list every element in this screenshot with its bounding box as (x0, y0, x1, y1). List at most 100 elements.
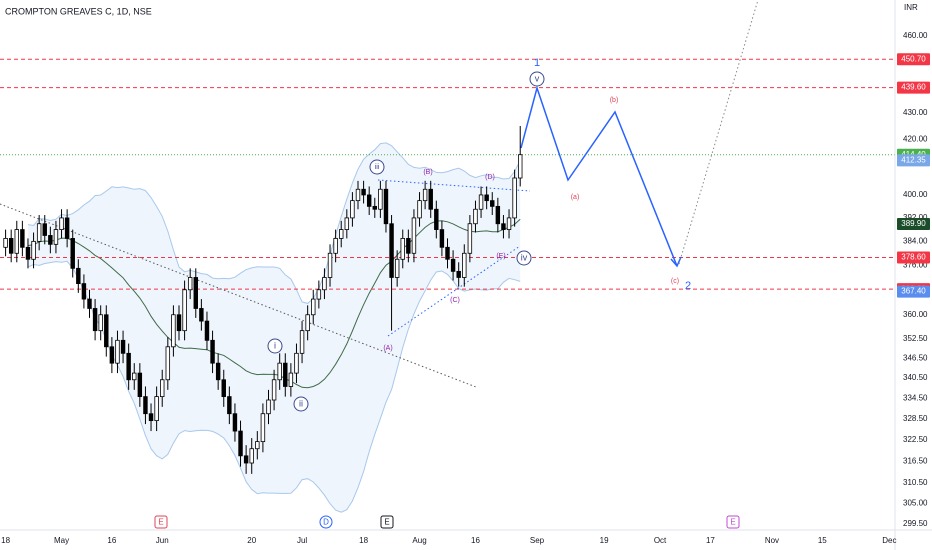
candle-body (344, 217, 350, 230)
x-tick-label: Aug (412, 536, 426, 545)
wave-label: (c) (671, 278, 679, 285)
candle-body (411, 217, 417, 254)
candle-body (271, 379, 277, 401)
y-tick-label: 360.00 (903, 310, 928, 319)
candle-body (115, 339, 120, 364)
candle-body (25, 246, 31, 260)
candle-body (210, 339, 215, 364)
candle-body (294, 352, 299, 374)
candle-body (467, 223, 473, 254)
price-label-bg (897, 53, 930, 66)
candle-body (36, 223, 42, 242)
candle-body (64, 217, 70, 239)
candle-body (182, 289, 187, 332)
candle-body (366, 194, 372, 207)
wave-label: ii (299, 398, 303, 408)
event-label: E (730, 518, 735, 527)
candle-body (92, 308, 98, 332)
candle-body (53, 229, 59, 245)
candle-body (506, 217, 512, 230)
triangle-upper (377, 179, 531, 192)
candle-body (389, 223, 394, 278)
candle-body (171, 314, 176, 348)
event-label: E (158, 518, 163, 527)
price-label-bg (897, 218, 930, 231)
candle-body (160, 379, 165, 398)
candle-body (120, 339, 126, 354)
event-icon (380, 515, 394, 529)
wave-label: (b) (610, 97, 619, 104)
candle-body (333, 238, 338, 254)
y-tick-label: 299.50 (903, 519, 928, 528)
bollinger-upper (27, 142, 521, 304)
y-tick-label: 376.00 (903, 260, 928, 269)
y-tick-label: 430.00 (903, 108, 928, 117)
candle-body (154, 396, 159, 422)
candle-body (238, 430, 243, 457)
wave-label: i (274, 340, 276, 350)
wave-label: iii (375, 164, 380, 171)
wave-label: (A) (383, 345, 392, 352)
wave-label: (D) (485, 174, 495, 181)
x-tick-label: 19 (600, 536, 609, 545)
x-tick-label: May (54, 536, 69, 545)
wave-label: v (535, 73, 540, 83)
y-tick-label: 384.00 (903, 236, 928, 245)
event-label: D (323, 518, 329, 527)
x-tick-label: 17 (706, 536, 715, 545)
candle-body (76, 267, 81, 285)
candle-body (361, 188, 366, 196)
candle-body (232, 413, 238, 432)
y-tick-label: 310.50 (903, 478, 928, 487)
candle-body (378, 188, 383, 210)
candle-body (176, 314, 182, 332)
y-tick-label: 346.50 (903, 353, 928, 362)
candle-body (98, 314, 103, 332)
candle-body (299, 330, 305, 354)
candle-body (406, 238, 411, 254)
candle-body (311, 298, 316, 316)
candle-body (260, 413, 266, 443)
candle-body (20, 229, 25, 248)
candle-body (109, 346, 115, 364)
candle-body (288, 372, 294, 387)
wave-circle (369, 159, 385, 175)
x-tick-label: 16 (471, 536, 480, 545)
candle-body (484, 194, 489, 202)
wave-circle (516, 250, 532, 266)
candle-body (87, 298, 92, 309)
wave-label: (E) (496, 253, 505, 260)
candle-body (339, 229, 344, 239)
candle-body (81, 283, 87, 300)
candle-body (3, 238, 8, 248)
y-tick-label: 328.50 (903, 414, 928, 423)
candle-body (490, 200, 495, 207)
candle-body (266, 399, 271, 415)
candle-body (143, 396, 148, 415)
candle-body (316, 289, 322, 300)
event-icon (154, 515, 168, 529)
candle-body (42, 223, 47, 236)
x-tick-label: Jul (297, 536, 307, 545)
candle-body (394, 258, 400, 278)
candle-body (462, 252, 467, 278)
candle-body (350, 200, 355, 219)
price-label: 378.60 (901, 253, 926, 262)
y-tick-label: 460.00 (903, 31, 928, 40)
candle-body (518, 154, 523, 179)
candle-body (255, 441, 260, 450)
candle-body (165, 346, 171, 381)
chart-title: CROMPTON GREAVES C, 1D, NSE (5, 6, 152, 16)
candle-body (372, 205, 377, 210)
price-label-bg (897, 154, 930, 167)
candle-body (428, 188, 433, 210)
wave-label: (a) (571, 194, 580, 201)
candle-body (48, 235, 53, 245)
candle-body (400, 238, 405, 260)
candle-body (31, 240, 36, 260)
price-label: 412.35 (901, 155, 926, 164)
candle-body (199, 308, 204, 322)
candle-body (8, 238, 14, 254)
candle-body (193, 277, 198, 309)
y-tick-label: 392.00 (903, 213, 928, 222)
